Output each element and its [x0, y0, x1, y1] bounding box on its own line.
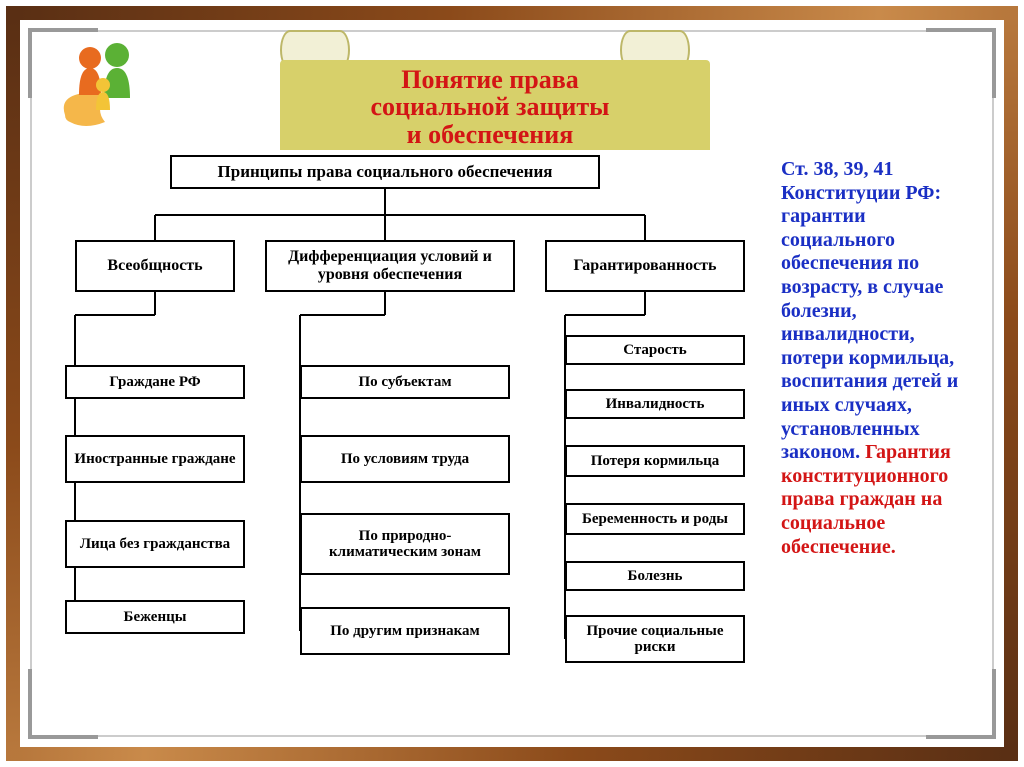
root-node: Принципы права социального обеспечения: [170, 155, 600, 189]
leaf-node-b1-2: Лица без гражданства: [65, 520, 245, 568]
constitution-note: Ст. 38, 39, 41 Конституции РФ: гарантии …: [781, 158, 976, 559]
leaf-node-b3-0: Старость: [565, 335, 745, 365]
title-scroll: Понятие права социальной защиты и обеспе…: [250, 30, 770, 150]
leaf-node-b2-2: По природно-климатическим зонам: [300, 513, 510, 575]
leaf-node-b2-1: По условиям труда: [300, 435, 510, 483]
leaf-node-b3-4: Болезнь: [565, 561, 745, 591]
leaf-node-b1-0: Граждане РФ: [65, 365, 245, 399]
leaf-node-b3-1: Инвалидность: [565, 389, 745, 419]
leaf-node-b1-1: Иностранные граждане: [65, 435, 245, 483]
branch-node-0: Всеобщность: [75, 240, 235, 292]
leaf-node-b3-3: Беременность и роды: [565, 503, 745, 535]
branch-node-2: Гарантированность: [545, 240, 745, 292]
branch-node-1: Дифференциация условий и уровня обеспече…: [265, 240, 515, 292]
slide-title: Понятие права социальной защиты и обеспе…: [290, 66, 690, 148]
hierarchy-diagram: Принципы права социального обеспечения Вс…: [55, 155, 755, 725]
title-line-2: социальной защиты: [371, 92, 610, 121]
leaf-node-b1-3: Беженцы: [65, 600, 245, 634]
family-icon: [55, 40, 155, 130]
title-line-3: и обеспечения: [407, 120, 574, 149]
leaf-node-b3-5: Прочие социальные риски: [565, 615, 745, 663]
title-line-1: Понятие права: [401, 65, 579, 94]
leaf-node-b2-3: По другим признакам: [300, 607, 510, 655]
corner-bracket-tr: [926, 28, 996, 98]
corner-bracket-br: [926, 669, 996, 739]
leaf-node-b3-2: Потеря кормильца: [565, 445, 745, 477]
note-blue: Ст. 38, 39, 41 Конституции РФ: гарантии …: [781, 158, 958, 463]
leaf-node-b2-0: По субъектам: [300, 365, 510, 399]
